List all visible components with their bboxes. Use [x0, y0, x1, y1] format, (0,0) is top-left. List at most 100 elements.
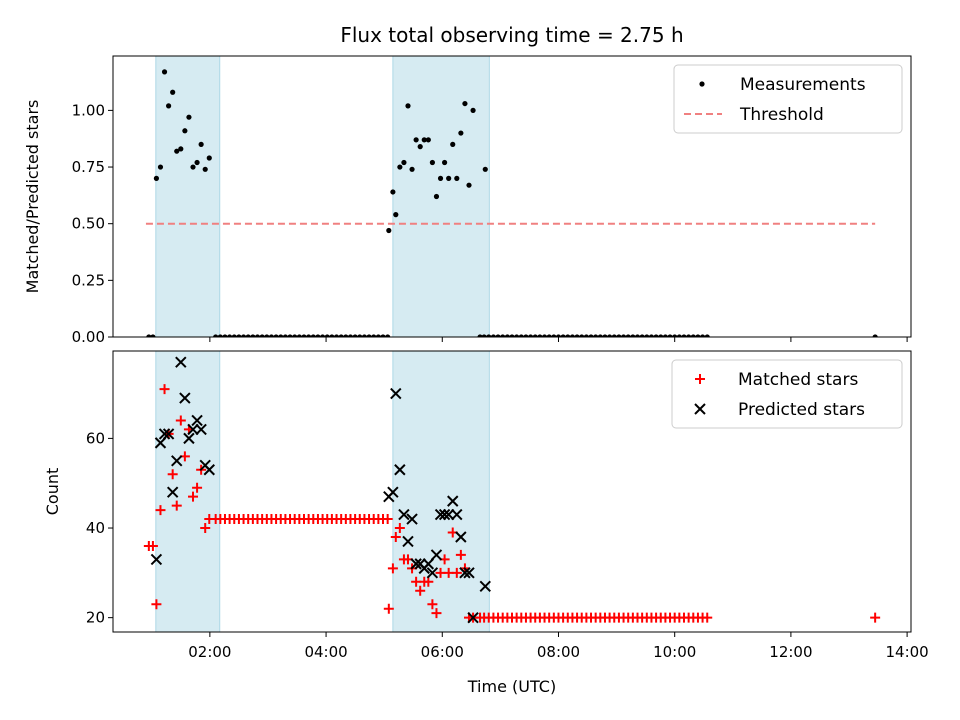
measurement-point [495, 334, 501, 337]
measurement-point [704, 334, 710, 337]
measurement-point [386, 227, 392, 234]
measurement-point [644, 334, 650, 337]
matched-star-point [159, 384, 170, 395]
x-tick-label: 10:00 [653, 643, 696, 661]
y-tick-label: 20 [86, 609, 105, 627]
measurement-point [202, 166, 208, 172]
measurement-point [482, 166, 488, 172]
measurement-point [500, 334, 506, 337]
measurement-point [639, 334, 645, 337]
measurement-point [357, 334, 363, 337]
measurement-point [450, 141, 456, 147]
measurement-point [560, 334, 566, 337]
measurement-point [653, 334, 659, 337]
y-axis-label: Count [43, 468, 62, 516]
measurement-point [611, 334, 617, 337]
matched-star-point [382, 514, 393, 525]
legend-label: Matched stars [738, 370, 858, 390]
measurement-point [555, 334, 562, 337]
matched-star-point [147, 540, 158, 551]
y-tick-label: 1.00 [72, 101, 105, 119]
measurement-point [667, 334, 673, 337]
measurement-point [268, 334, 275, 337]
predicted-star-point [398, 508, 410, 521]
measurement-point [259, 334, 265, 337]
measurement-point [231, 334, 237, 337]
observing-span [392, 56, 490, 337]
plot-area [145, 56, 878, 337]
x-tick-label: 12:00 [769, 643, 812, 661]
measurement-point [574, 334, 580, 337]
measurement-point [466, 182, 472, 188]
measurement-point [699, 334, 706, 337]
predicted-star-point [430, 549, 443, 561]
legend-marker-x [694, 403, 706, 415]
measurement-point [319, 334, 326, 337]
measurement-point [509, 334, 515, 337]
predicted-star-point [447, 495, 459, 507]
measurement-point [166, 103, 172, 109]
legend-marker-dot [699, 81, 705, 87]
axes-frame [112, 350, 912, 633]
predicted-star-point [394, 464, 406, 476]
axes-frame [112, 55, 912, 338]
measurement-point [227, 334, 233, 337]
measurement-point [681, 334, 687, 337]
measurement-point [672, 334, 678, 337]
matched-star-point [383, 603, 394, 614]
measurement-point [198, 141, 204, 147]
measurement-point [393, 212, 399, 218]
predicted-star-point [390, 387, 402, 400]
measurement-point [292, 334, 298, 337]
observing-span [155, 56, 221, 337]
measurement-point [607, 334, 613, 337]
measurement-point [537, 334, 543, 337]
measurement-point [433, 193, 440, 200]
measurement-point [417, 144, 423, 150]
measurement-point [662, 334, 668, 337]
measurement-point [361, 334, 368, 337]
predicted-star-point [467, 611, 479, 624]
matched-star-point [390, 531, 401, 542]
measurement-point [375, 334, 381, 337]
predicted-star-point [455, 531, 467, 543]
measurement-point [583, 334, 589, 337]
measurement-point [282, 334, 288, 337]
y-tick-label: 60 [86, 429, 105, 447]
x-tick-label: 08:00 [537, 643, 580, 661]
measurement-point [569, 334, 576, 337]
measurement-point [397, 164, 403, 170]
measurement-point [333, 334, 340, 337]
predicted-star-point [158, 428, 171, 440]
predicted-star-point [154, 437, 167, 449]
measurement-point [429, 159, 435, 166]
measurement-point [565, 334, 571, 337]
chart-title: Flux total observing time = 2.75 h [340, 23, 683, 47]
measurement-point [658, 334, 664, 337]
matched-star-point [427, 599, 438, 610]
measurement-point [206, 155, 212, 161]
matched-star-point [167, 469, 178, 480]
measurement-point [347, 334, 354, 337]
matched-star-point [870, 612, 881, 623]
measurement-point [146, 334, 152, 337]
legend: Matched stars Predicted stars [671, 359, 903, 429]
measurement-point [254, 334, 261, 337]
measurement-point [579, 334, 585, 337]
predicted-star-point [179, 392, 191, 404]
measurement-point [527, 334, 534, 337]
predicted-star-point [203, 464, 215, 476]
measurement-point [150, 334, 156, 337]
predicted-star-point [402, 535, 414, 548]
predicted-star-point [191, 414, 203, 427]
measurement-point [620, 334, 627, 337]
measurement-point [470, 107, 476, 113]
matched-star-point [431, 608, 442, 619]
predicted-star-point [451, 508, 463, 521]
legend-label: Predicted stars [738, 400, 865, 420]
matched-star-point [200, 523, 211, 534]
measurement-point [380, 334, 386, 337]
measurement-point [588, 334, 594, 337]
measurement-point [514, 334, 520, 337]
